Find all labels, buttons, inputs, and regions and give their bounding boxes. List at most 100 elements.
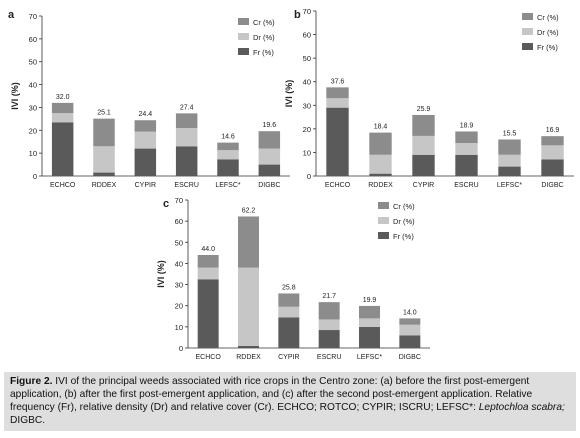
bar-segment bbox=[399, 335, 421, 348]
bar-segment bbox=[399, 318, 421, 325]
legend-swatch bbox=[378, 217, 389, 224]
bar-segment bbox=[238, 345, 259, 348]
bar-segment bbox=[217, 159, 239, 176]
caption-label: Figure 2. bbox=[10, 376, 53, 387]
figure-charts: a IVI (%) 0 10 20 30 40 50 60 70 32.0 ECHCO 25.1 RDDE… bbox=[8, 7, 574, 361]
bar-segment bbox=[455, 131, 478, 143]
legend-swatch bbox=[378, 232, 389, 239]
bar-segment bbox=[326, 98, 349, 108]
bar-segment bbox=[278, 293, 300, 307]
bar-total-label: 62.2 bbox=[242, 207, 256, 214]
bar-segment bbox=[498, 139, 521, 155]
figure-caption: Figure 2. IVI of the principal weeds ass… bbox=[4, 372, 576, 431]
y-tick-label: 70 bbox=[303, 7, 311, 16]
legend-label: Fr (%) bbox=[537, 43, 558, 52]
bar-total-label: 25.9 bbox=[417, 106, 431, 113]
x-tick-label: RDDEX bbox=[236, 354, 261, 361]
y-tick-label: 50 bbox=[303, 54, 311, 63]
y-tick-label: 30 bbox=[303, 101, 311, 110]
y-tick-label: 60 bbox=[175, 217, 183, 226]
x-tick-label: ESCRU bbox=[174, 182, 199, 189]
bar-segment bbox=[318, 302, 340, 320]
bar-segment bbox=[359, 318, 380, 327]
x-tick-label: LEFSC* bbox=[215, 182, 241, 189]
x-tick-label: ECHCO bbox=[50, 182, 76, 189]
y-tick-label: 20 bbox=[175, 302, 183, 311]
bar-total-label: 44.0 bbox=[201, 246, 215, 253]
x-tick-label: DIGBC bbox=[541, 182, 563, 189]
bar-segment bbox=[258, 148, 281, 165]
bar-segment bbox=[134, 148, 157, 176]
bar-total-label: 15.5 bbox=[503, 130, 517, 137]
y-axis-title: IVI (%) bbox=[10, 82, 20, 110]
bar-total-label: 14.0 bbox=[403, 309, 417, 316]
x-tick-label: LEFSC* bbox=[357, 354, 383, 361]
y-tick-label: 0 bbox=[33, 172, 37, 181]
bar-total-label: 37.6 bbox=[331, 78, 345, 85]
y-tick-label: 20 bbox=[303, 125, 311, 134]
y-tick-label: 60 bbox=[303, 31, 311, 40]
panel-label: b bbox=[294, 9, 301, 21]
panel-label: a bbox=[8, 9, 15, 21]
y-tick-label: 10 bbox=[29, 149, 37, 158]
bar-segment bbox=[197, 254, 219, 268]
bar-segment bbox=[51, 113, 74, 123]
bar-segment bbox=[175, 146, 198, 176]
x-tick-label: CYPIR bbox=[413, 182, 434, 189]
bar-segment bbox=[455, 154, 478, 176]
bar-segment bbox=[541, 159, 564, 176]
x-tick-label: ESCRU bbox=[317, 354, 342, 361]
x-tick-label: ESCRU bbox=[454, 182, 479, 189]
bar-total-label: 14.6 bbox=[221, 134, 235, 141]
bar-segment bbox=[369, 173, 392, 176]
bar-total-label: 19.9 bbox=[363, 297, 377, 304]
bar-total-label: 32.0 bbox=[56, 94, 70, 101]
bar-segment bbox=[93, 118, 115, 147]
legend-label: Cr (%) bbox=[537, 13, 559, 22]
y-tick-label: 40 bbox=[175, 259, 183, 268]
legend-swatch bbox=[238, 48, 249, 55]
bar-segment bbox=[278, 306, 300, 318]
legend-label: Cr (%) bbox=[393, 202, 415, 211]
bar-segment bbox=[217, 150, 239, 160]
x-tick-label: CYPIR bbox=[135, 182, 156, 189]
bar-segment bbox=[359, 305, 380, 319]
bar-segment bbox=[134, 131, 157, 149]
bar-total-label: 19.6 bbox=[263, 122, 277, 129]
bar-segment bbox=[498, 166, 521, 176]
y-tick-label: 30 bbox=[175, 281, 183, 290]
y-tick-label: 10 bbox=[175, 323, 183, 332]
bar-segment bbox=[175, 113, 198, 128]
y-tick-label: 20 bbox=[29, 126, 37, 135]
chart-panel-a: a IVI (%) 0 10 20 30 40 50 60 70 32.0 ECHCO 25.1 RDDE… bbox=[8, 9, 290, 189]
x-tick-label: RDDEX bbox=[92, 182, 117, 189]
y-tick-label: 50 bbox=[29, 58, 37, 67]
chart-panel-c: c IVI (%) 0 10 20 30 40 50 60 70 44.0 ECHCO 62.2 RDDE… bbox=[156, 196, 430, 361]
bar-segment bbox=[541, 136, 564, 146]
bar-segment bbox=[412, 135, 435, 155]
bar-segment bbox=[326, 87, 349, 99]
bar-segment bbox=[412, 114, 435, 136]
bar-total-label: 16.9 bbox=[546, 127, 560, 134]
y-tick-label: 70 bbox=[29, 12, 37, 21]
bar-segment bbox=[326, 107, 349, 176]
bar-segment bbox=[197, 267, 219, 280]
bar-segment bbox=[51, 102, 74, 114]
bar-segment bbox=[498, 154, 521, 167]
bar-total-label: 21.7 bbox=[322, 293, 336, 300]
y-axis-title: IVI (%) bbox=[156, 260, 166, 288]
bar-segment bbox=[238, 216, 259, 268]
bar-segment bbox=[318, 319, 340, 331]
legend-label: Fr (%) bbox=[393, 232, 414, 241]
bar-segment bbox=[93, 172, 115, 176]
legend-swatch bbox=[522, 13, 533, 20]
caption-end: DIGBC. bbox=[10, 415, 46, 426]
y-tick-label: 70 bbox=[175, 196, 183, 205]
bar-total-label: 18.4 bbox=[374, 124, 388, 131]
bar-total-label: 25.8 bbox=[282, 284, 296, 291]
bar-segment bbox=[399, 324, 421, 336]
y-tick-label: 40 bbox=[29, 81, 37, 90]
bar-segment bbox=[359, 326, 380, 348]
legend-label: Cr (%) bbox=[253, 18, 275, 27]
bar-segment bbox=[455, 143, 478, 155]
